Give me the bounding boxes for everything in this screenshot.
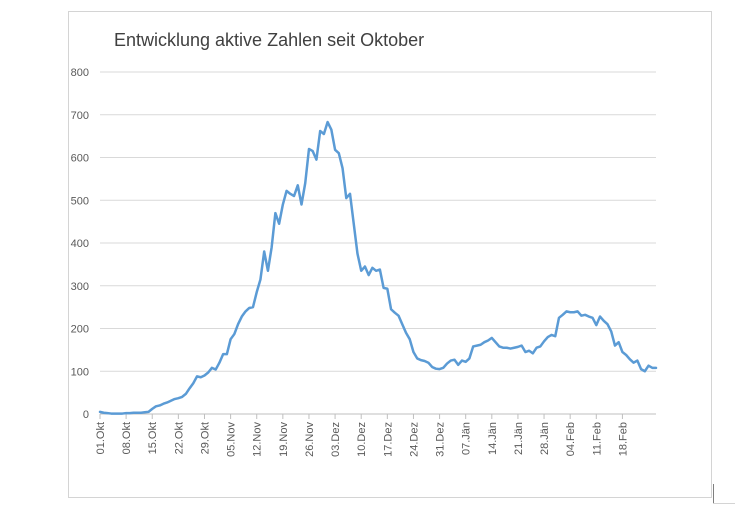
x-tick-label: 14.Jän	[487, 422, 499, 455]
x-tick-label: 05.Nov	[226, 422, 238, 457]
x-tick-label: 19.Nov	[278, 422, 290, 457]
y-tick-label: 100	[71, 366, 89, 378]
x-tick-label: 18.Feb	[617, 422, 629, 456]
y-tick-label: 600	[71, 153, 89, 165]
x-tick-label: 24.Dez	[408, 422, 420, 457]
x-tick-label: 12.Nov	[252, 422, 264, 457]
y-tick-label: 300	[71, 281, 89, 293]
series-line	[98, 120, 658, 415]
x-tick-label: 03.Dez	[330, 422, 342, 457]
gridlines	[100, 71, 656, 372]
x-tick-label: 26.Nov	[304, 422, 316, 457]
x-tick-label: 21.Jän	[513, 422, 525, 455]
frame-edge	[713, 503, 735, 504]
y-tick-label: 500	[71, 195, 89, 207]
x-tick-label: 07.Jän	[461, 422, 473, 455]
x-tick-label: 04.Feb	[565, 422, 577, 456]
x-tick-label: 01.Okt	[95, 422, 107, 454]
y-tick-label: 400	[71, 238, 89, 250]
x-axis-ticks: 01.Okt 08.Okt 15.Okt 22.Okt 29.Okt 05.Nov 12.N…	[95, 414, 629, 457]
y-tick-label: 0	[83, 409, 89, 421]
x-tick-label: 17.Dez	[382, 422, 394, 457]
chart-frame	[68, 11, 712, 498]
x-tick-label: 11.Feb	[591, 422, 603, 455]
y-axis-ticks: 0 100 200 300 400 500 600 700 800	[71, 67, 89, 421]
y-tick-label: 800	[71, 67, 89, 79]
chart-title: Entwicklung aktive Zahlen seit Oktober	[114, 30, 425, 50]
x-tick-label: 22.Okt	[173, 422, 185, 454]
y-tick-label: 700	[71, 110, 89, 122]
x-tick-label: 10.Dez	[356, 422, 368, 457]
y-tick-label: 200	[71, 324, 89, 336]
x-tick-label: 08.Okt	[121, 422, 133, 454]
x-tick-label: 29.Okt	[199, 422, 211, 454]
x-tick-label: 28.Jän	[539, 422, 551, 455]
resize-handle	[713, 484, 714, 504]
x-tick-label: 31.Dez	[435, 422, 447, 457]
x-tick-label: 15.Okt	[147, 422, 159, 454]
